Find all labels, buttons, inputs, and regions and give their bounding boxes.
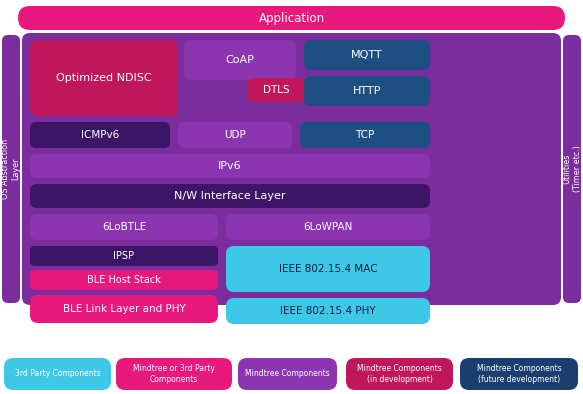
FancyBboxPatch shape <box>22 33 561 305</box>
Text: BLE Host Stack: BLE Host Stack <box>87 275 161 285</box>
Text: 6LoBTLE: 6LoBTLE <box>102 222 146 232</box>
FancyBboxPatch shape <box>116 358 232 390</box>
Text: DTLS: DTLS <box>263 85 289 95</box>
FancyBboxPatch shape <box>238 358 337 390</box>
FancyBboxPatch shape <box>2 35 20 303</box>
FancyBboxPatch shape <box>30 270 218 290</box>
FancyBboxPatch shape <box>18 6 565 30</box>
Text: OS Abstraction
Layer: OS Abstraction Layer <box>1 139 21 199</box>
FancyBboxPatch shape <box>563 35 581 303</box>
FancyBboxPatch shape <box>226 214 430 240</box>
Text: ICMPv6: ICMPv6 <box>81 130 119 140</box>
FancyBboxPatch shape <box>226 298 430 324</box>
FancyBboxPatch shape <box>178 122 292 148</box>
Text: BLE Link Layer and PHY: BLE Link Layer and PHY <box>62 304 185 314</box>
Text: Mindtree Components
(in development): Mindtree Components (in development) <box>357 364 442 384</box>
FancyBboxPatch shape <box>30 40 178 116</box>
Text: Optimized NDISC: Optimized NDISC <box>56 73 152 83</box>
Text: TCP: TCP <box>356 130 375 140</box>
FancyBboxPatch shape <box>300 122 430 148</box>
Text: Mindtree Components: Mindtree Components <box>245 370 330 379</box>
Text: CoAP: CoAP <box>226 55 254 65</box>
FancyBboxPatch shape <box>346 358 453 390</box>
FancyBboxPatch shape <box>30 154 430 178</box>
Text: Mindtree Components
(future development): Mindtree Components (future development) <box>477 364 561 384</box>
Text: IPSP: IPSP <box>114 251 135 261</box>
FancyBboxPatch shape <box>226 246 430 292</box>
Text: UDP: UDP <box>224 130 246 140</box>
FancyBboxPatch shape <box>304 40 430 70</box>
FancyBboxPatch shape <box>248 78 304 102</box>
Text: Utilities
(Timer etc.): Utilities (Timer etc.) <box>562 145 582 192</box>
FancyBboxPatch shape <box>30 184 430 208</box>
FancyBboxPatch shape <box>304 76 430 106</box>
FancyBboxPatch shape <box>184 40 296 80</box>
Text: MQTT: MQTT <box>351 50 383 60</box>
Text: 6LoWPAN: 6LoWPAN <box>303 222 353 232</box>
Text: IPv6: IPv6 <box>218 161 242 171</box>
FancyBboxPatch shape <box>30 122 170 148</box>
Text: 3rd Party Components: 3rd Party Components <box>15 370 100 379</box>
Text: N/W Interface Layer: N/W Interface Layer <box>174 191 286 201</box>
FancyBboxPatch shape <box>30 246 218 266</box>
FancyBboxPatch shape <box>30 295 218 323</box>
Text: Application: Application <box>258 11 325 24</box>
FancyBboxPatch shape <box>4 358 111 390</box>
Text: IEEE 802.15.4 MAC: IEEE 802.15.4 MAC <box>279 264 377 274</box>
FancyBboxPatch shape <box>460 358 578 390</box>
Text: Mindtree or 3rd Party
Components: Mindtree or 3rd Party Components <box>133 364 215 384</box>
FancyBboxPatch shape <box>30 214 218 240</box>
Text: HTTP: HTTP <box>353 86 381 96</box>
Text: IEEE 802.15.4 PHY: IEEE 802.15.4 PHY <box>280 306 376 316</box>
